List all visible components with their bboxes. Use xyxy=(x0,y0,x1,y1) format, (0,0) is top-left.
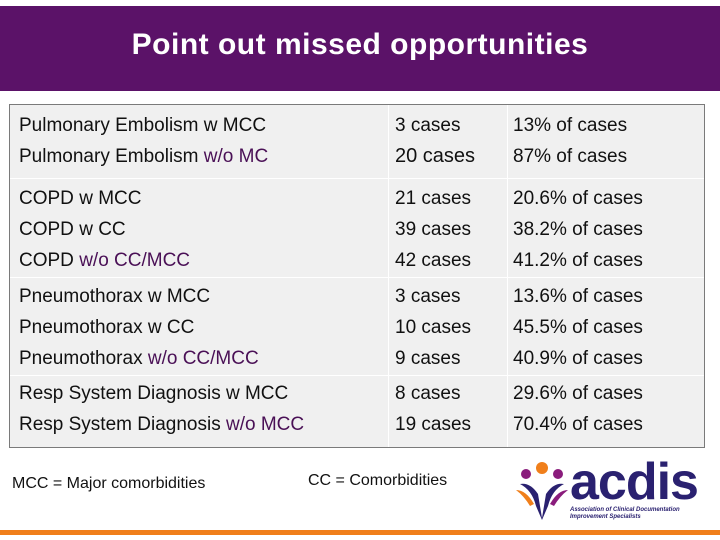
diagnosis-line: Pneumothorax w CC xyxy=(19,317,195,338)
logo-figure-body xyxy=(550,490,568,506)
case-percent: 29.6% of cases xyxy=(513,383,643,404)
case-percent: 13% of cases xyxy=(513,115,628,136)
mcc-legend: MCC = Major comorbidities xyxy=(12,475,206,492)
table-row: Pulmonary Embolism w MCC Pulmonary Embol… xyxy=(10,110,704,173)
case-count: 8 cases xyxy=(395,383,461,404)
cc-legend: CC = Comorbidities xyxy=(308,472,448,489)
acdis-logo: acdis Association of Clinical Documentat… xyxy=(512,453,712,526)
diagnosis-line: Resp System Diagnosis w MCC xyxy=(19,383,289,404)
table-row: Resp System Diagnosis w MCC Resp System … xyxy=(10,375,704,446)
slide-title: Point out missed opportunities xyxy=(131,28,589,61)
case-count: 10 cases xyxy=(395,317,472,338)
case-percent: 70.4% of cases xyxy=(513,414,643,435)
logo-wordmark: acdis xyxy=(570,453,699,511)
logo-tagline: Association of Clinical Documentation Im… xyxy=(570,507,680,520)
logo-figure-head xyxy=(521,469,531,479)
case-percent: 20.6% of cases xyxy=(513,188,643,209)
case-count: 21 cases xyxy=(395,188,472,209)
logo-figure-body xyxy=(516,490,534,506)
logo-figure-head xyxy=(553,469,563,479)
table-row: Pneumothorax w MCC Pneumothorax w CC Pne… xyxy=(10,277,704,374)
cases-cell: 3 cases 10 cases 9 cases xyxy=(395,281,507,374)
percent-cell: 13.6% of cases 45.5% of cases 40.9% of c… xyxy=(513,281,703,374)
case-percent: 41.2% of cases xyxy=(513,250,643,271)
bottom-accent-bar xyxy=(0,530,720,535)
title-bar xyxy=(0,6,720,91)
logo-figure-head xyxy=(536,462,548,474)
case-count: 20 cases xyxy=(395,145,476,167)
diagnosis-line: Pulmonary Embolism w/o MC xyxy=(19,146,269,167)
case-count: 19 cases xyxy=(395,414,472,435)
case-percent: 40.9% of cases xyxy=(513,348,643,369)
diagnosis-cell: Resp System Diagnosis w MCC Resp System … xyxy=(19,378,379,440)
case-percent: 13.6% of cases xyxy=(513,286,643,307)
cases-cell: 3 cases 20 cases xyxy=(395,110,507,172)
logo-figure-body xyxy=(520,483,564,520)
diagnosis-line: Pulmonary Embolism w MCC xyxy=(19,115,267,136)
table-row: COPD w MCC COPD w CC COPD w/o CC/MCC 21 … xyxy=(10,178,704,275)
diagnosis-cell: COPD w MCC COPD w CC COPD w/o CC/MCC xyxy=(19,183,379,276)
case-count: 9 cases xyxy=(395,348,461,369)
percent-cell: 20.6% of cases 38.2% of cases 41.2% of c… xyxy=(513,183,703,276)
diagnosis-cell: Pulmonary Embolism w MCC Pulmonary Embol… xyxy=(19,110,379,172)
diagnosis-line: Pneumothorax w/o CC/MCC xyxy=(19,348,259,369)
case-count: 42 cases xyxy=(395,250,472,271)
people-figures-icon xyxy=(516,462,568,520)
case-count: 3 cases xyxy=(395,115,461,136)
diagnosis-line: COPD w MCC xyxy=(19,188,142,209)
cases-cell: 21 cases 39 cases 42 cases xyxy=(395,183,507,276)
percent-cell: 13% of cases 87% of cases xyxy=(513,110,703,172)
column-divider xyxy=(507,105,508,447)
diagnosis-cell: Pneumothorax w MCC Pneumothorax w CC Pne… xyxy=(19,281,379,374)
case-percent: 45.5% of cases xyxy=(513,317,643,338)
case-count: 39 cases xyxy=(395,219,472,240)
diagnosis-line: COPD w/o CC/MCC xyxy=(19,250,191,271)
column-divider xyxy=(388,105,389,447)
case-count: 3 cases xyxy=(395,286,461,307)
case-percent: 87% of cases xyxy=(513,146,628,167)
diagnosis-line: Pneumothorax w MCC xyxy=(19,286,211,307)
diagnosis-line: Resp System Diagnosis w/o MCC xyxy=(19,414,305,435)
percent-cell: 29.6% of cases 70.4% of cases xyxy=(513,378,703,440)
case-percent: 38.2% of cases xyxy=(513,219,643,240)
cases-cell: 8 cases 19 cases xyxy=(395,378,507,440)
diagnosis-line: COPD w CC xyxy=(19,219,126,240)
cases-table: Pulmonary Embolism w MCC Pulmonary Embol… xyxy=(9,104,705,448)
